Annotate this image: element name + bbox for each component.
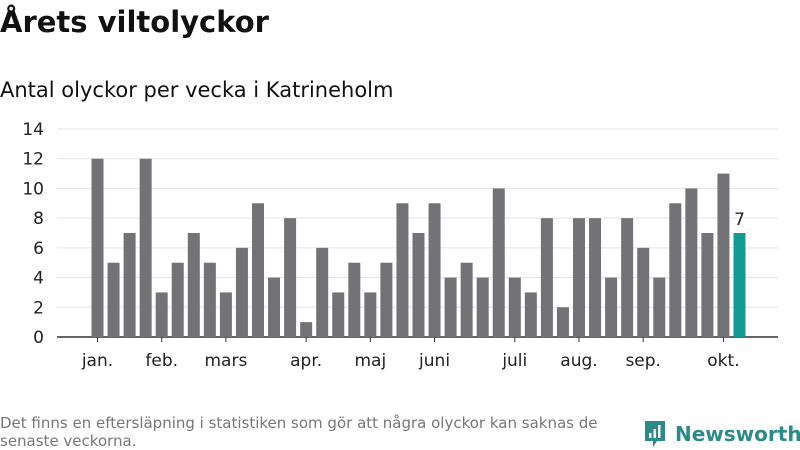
x-tick-label: mars: [204, 351, 247, 371]
y-tick-label: 10: [22, 179, 44, 199]
bar-highlight: [733, 233, 746, 337]
bar: [685, 188, 698, 337]
bar: [123, 233, 136, 337]
newsworthy-logo: Newsworthy: [643, 418, 800, 450]
bar: [701, 233, 714, 337]
bar: [268, 277, 281, 337]
data-labels: 7: [734, 210, 745, 230]
bar: [284, 218, 297, 337]
y-tick-label: 12: [22, 150, 44, 170]
bar: [669, 203, 682, 337]
bar-chart: 0 2 4 6 8 10 12 14 jan. feb. mars apr. maj juni juli a…: [22, 120, 778, 371]
bar: [316, 247, 329, 337]
bar: [605, 277, 618, 337]
bar: [476, 277, 489, 337]
bar: [219, 292, 232, 337]
x-tick-label: sep.: [625, 351, 661, 371]
y-tick-label: 4: [33, 269, 44, 289]
bar: [508, 277, 521, 337]
x-tick-label: jan.: [81, 351, 113, 371]
bar: [412, 233, 425, 337]
bar: [364, 292, 377, 337]
x-tick-label: feb.: [145, 351, 178, 371]
bar: [155, 292, 168, 337]
y-tick-label: 14: [22, 120, 44, 140]
bar: [107, 262, 120, 337]
bar: [621, 218, 634, 337]
bar: [589, 218, 602, 337]
bar: [556, 307, 569, 337]
y-tick-label: 2: [33, 298, 44, 318]
x-axis-ticks: jan. feb. mars apr. maj juni juli aug. sep. okt.: [81, 337, 740, 371]
x-tick-label: maj: [354, 351, 386, 371]
y-tick-label: 0: [33, 328, 44, 348]
bar: [396, 203, 409, 337]
bar: [573, 218, 585, 337]
footnote: Det finns en eftersläpning i statistiken…: [0, 414, 598, 450]
newsworthy-logo-icon: [645, 421, 665, 447]
bar: [171, 262, 184, 337]
bar: [653, 277, 666, 337]
y-tick-label: 8: [33, 209, 44, 229]
x-tick-label: aug.: [560, 351, 597, 371]
page-title: Årets viltolyckor: [0, 5, 269, 39]
brand-name: Newsworthy: [675, 422, 800, 446]
bar: [540, 218, 553, 337]
bar: [717, 173, 730, 337]
bar: [524, 292, 537, 337]
bar: [252, 203, 264, 337]
x-tick-label: juli: [501, 351, 527, 371]
bar: [637, 247, 650, 337]
data-label: 7: [734, 210, 745, 230]
x-tick-label: juni: [418, 351, 450, 371]
x-tick-label: apr.: [290, 351, 322, 371]
bar: [203, 262, 216, 337]
bar: [187, 233, 200, 337]
chart-subtitle: Antal olyckor per vecka i Katrineholm: [0, 78, 394, 102]
bars: [91, 158, 746, 337]
bar: [139, 158, 152, 337]
bar: [428, 203, 441, 337]
bar: [332, 292, 345, 337]
x-tick-label: okt.: [707, 351, 739, 371]
bar: [444, 277, 457, 337]
y-tick-label: 6: [33, 239, 44, 259]
bar: [460, 262, 473, 337]
y-axis-ticks: 0 2 4 6 8 10 12 14: [22, 120, 44, 348]
bar: [348, 262, 361, 337]
bar: [380, 262, 393, 337]
bar: [91, 158, 104, 337]
bar: [300, 322, 313, 337]
bar: [492, 188, 505, 337]
bar: [235, 247, 248, 337]
